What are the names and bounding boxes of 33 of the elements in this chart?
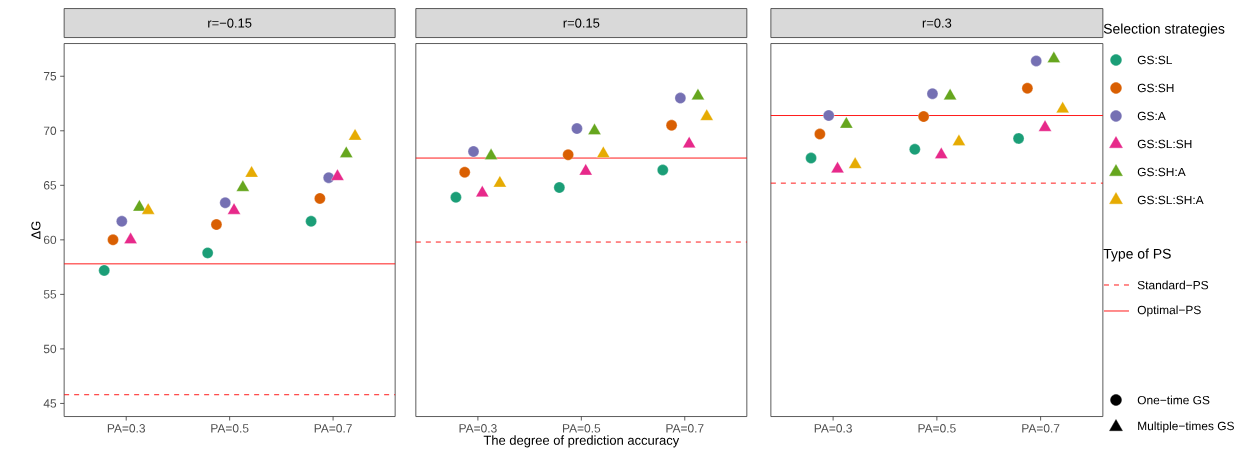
y-tick-label: 65 [43, 181, 57, 190]
chart-title: r=0.3 [922, 18, 952, 28]
legend-label: Optimal−PS [1137, 305, 1201, 317]
x-tick-label: PA=0.3 [814, 424, 852, 433]
legend-label: GS:SL:SH:A [1137, 195, 1204, 205]
y-tick-label: 70 [43, 126, 57, 136]
y-tick-label: 60 [43, 235, 57, 245]
y-tick-label: 75 [43, 72, 57, 81]
chart-title: r=0.15 [563, 18, 600, 28]
y-tick-label: 45 [43, 399, 57, 408]
legend-label: Standard−PS [1137, 280, 1209, 290]
x-tick-label: PA=0.3 [459, 424, 497, 433]
x-tick-label: PA=0.3 [107, 424, 146, 433]
x-axis-title: The degree of prediction accuracy [483, 435, 680, 448]
y-tick-label: 50 [43, 344, 57, 354]
text: Type of PS [1103, 248, 1171, 262]
x-tick-label: PA=0.7 [1022, 424, 1060, 433]
x-tick-label: PA=0.7 [314, 424, 352, 433]
text: Multiple−times GS [1138, 421, 1234, 433]
legend-title: Selection strategies [1103, 23, 1225, 37]
legend-label: GS:SL:SH [1137, 139, 1192, 149]
legend-label: GS:SH [1137, 83, 1174, 93]
y-tick-label: 55 [43, 290, 57, 299]
text: One−time GS [1137, 395, 1210, 405]
x-tick-label: PA=0.5 [562, 424, 601, 433]
x-tick-label: PA=0.7 [666, 424, 704, 433]
x-tick-label: PA=0.5 [918, 424, 956, 433]
legend-label: GS:SH:A [1137, 167, 1186, 177]
x-tick-label: PA=0.5 [211, 424, 249, 433]
chart-title: r=−0.15 [208, 18, 252, 28]
legend-label: GS:A [1137, 111, 1166, 121]
legend-label: GS:SL [1137, 55, 1173, 65]
y-axis-title: ΔG [31, 221, 41, 240]
